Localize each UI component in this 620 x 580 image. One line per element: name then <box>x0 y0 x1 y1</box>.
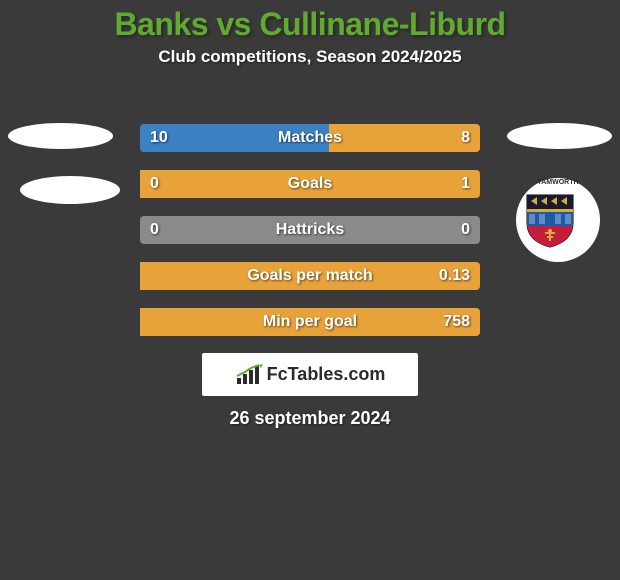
page-title: Banks vs Cullinane-Liburd <box>0 0 620 43</box>
crest-name: TAMWORTH <box>537 179 578 186</box>
stat-row: Matches10 8 <box>140 124 480 152</box>
player-right-badge <box>507 123 612 149</box>
site-logo: FcTables.com <box>202 353 418 396</box>
stat-value-right: 758 <box>443 308 470 336</box>
club-right-badge: TAMWORTH <box>516 178 600 262</box>
date-text: 26 september 2024 <box>0 408 620 429</box>
logo-text: FcTables.com <box>267 364 386 385</box>
stat-value-right: 0 <box>461 216 470 244</box>
player-left-badge <box>8 123 113 149</box>
stat-label: Goals per match <box>140 262 480 290</box>
shield-icon <box>525 193 575 249</box>
stat-label: Min per goal <box>140 308 480 336</box>
stat-row: Hattricks0 0 <box>140 216 480 244</box>
club-right-crest: TAMWORTH <box>525 187 591 253</box>
club-left-badge <box>20 176 120 204</box>
stat-value-left: 10 <box>150 124 168 152</box>
comparison-infographic: Banks vs Cullinane-Liburd Club competiti… <box>0 0 620 580</box>
stat-label: Matches <box>140 124 480 152</box>
stat-value-right: 1 <box>461 170 470 198</box>
stat-value-left: 0 <box>150 170 159 198</box>
stat-value-right: 0.13 <box>439 262 470 290</box>
chart-icon <box>235 364 263 386</box>
stat-row: Min per goal758 <box>140 308 480 336</box>
stats-area: Matches108Goals01Hattricks00Goals per ma… <box>140 124 480 354</box>
subtitle: Club competitions, Season 2024/2025 <box>0 47 620 67</box>
stat-label: Hattricks <box>140 216 480 244</box>
stat-row: Goals per match0.13 <box>140 262 480 290</box>
stat-value-left: 0 <box>150 216 159 244</box>
stat-row: Goals0 1 <box>140 170 480 198</box>
stat-label: Goals <box>140 170 480 198</box>
stat-value-right: 8 <box>461 124 470 152</box>
